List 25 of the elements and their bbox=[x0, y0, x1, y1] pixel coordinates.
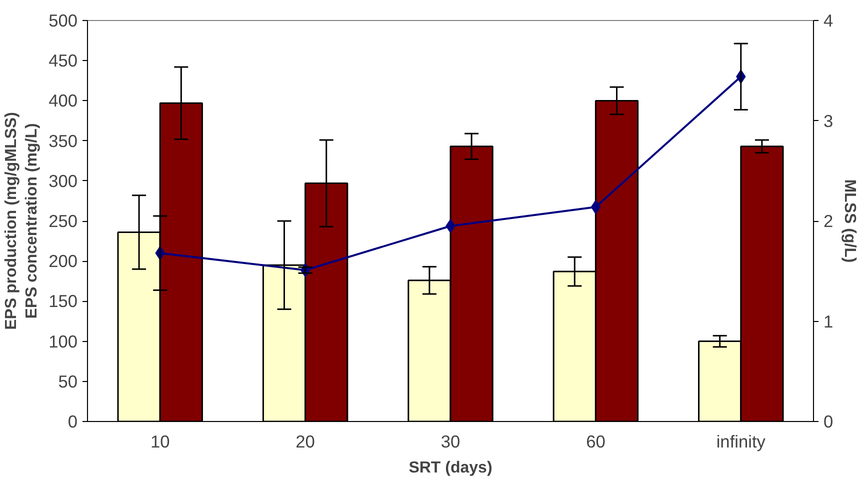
y-tick-label: 0 bbox=[68, 412, 78, 432]
y-tick-label: 450 bbox=[48, 50, 78, 71]
x-tick-label: 20 bbox=[296, 432, 315, 452]
y-tick-label: 150 bbox=[48, 291, 78, 312]
y-tick-label: 300 bbox=[48, 170, 78, 191]
y2-axis-title: MLSS (g/L) bbox=[841, 179, 858, 263]
point bbox=[590, 200, 601, 214]
y2-tick-label: 2 bbox=[824, 211, 834, 231]
y-tick-label: 400 bbox=[48, 90, 78, 111]
y-axis-title: EPS production (mg/gMLSS) EPS concentration (mg/L) bbox=[3, 112, 41, 330]
y-tick-label: 500 bbox=[48, 10, 78, 30]
y-tick-label: 200 bbox=[48, 251, 78, 272]
x-axis-title: SRT (days) bbox=[408, 460, 492, 476]
x-tick-label: infinity bbox=[716, 432, 766, 452]
y-tick-label: 100 bbox=[48, 331, 78, 352]
y-tick-label: 250 bbox=[48, 211, 78, 231]
x-tick-label: 10 bbox=[150, 432, 170, 452]
x-tick-label: 60 bbox=[586, 432, 606, 452]
y2-tick-label: 1 bbox=[824, 311, 834, 332]
x-tick-label: 30 bbox=[440, 432, 460, 452]
y-tick-label: 50 bbox=[58, 371, 78, 392]
y2-tick-label: 4 bbox=[824, 10, 834, 30]
y2-tick-label: 0 bbox=[824, 412, 834, 432]
y-tick-label: 350 bbox=[48, 130, 78, 151]
y2-tick-label: 3 bbox=[824, 110, 834, 131]
